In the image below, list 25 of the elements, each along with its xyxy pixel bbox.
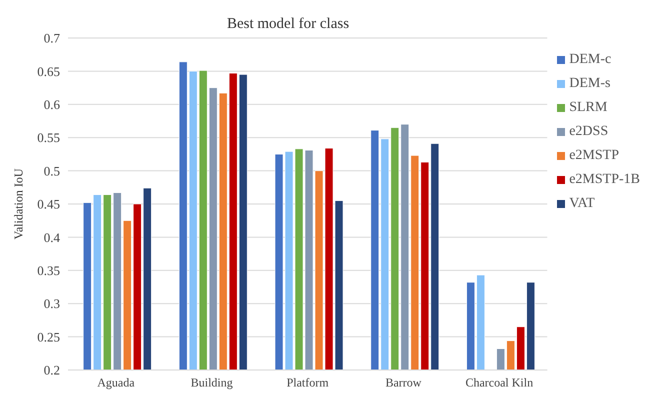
y-tick-label: 0.65 [37, 64, 60, 79]
chart-title: Best model for class [226, 16, 350, 32]
y-tick-label: 0.2 [44, 362, 60, 378]
y-tick-label: 0.6 [44, 97, 60, 112]
legend-label: e2MSTP-1B [569, 172, 640, 187]
y-tick-label: 0.35 [37, 263, 60, 278]
legend-label: e2DSS [569, 124, 608, 139]
x-tick-label: Barrow [385, 376, 422, 390]
y-tick-label: 0.55 [37, 130, 60, 146]
legend-label: SLRM [569, 100, 608, 115]
legend-label: DEM-s [569, 76, 610, 91]
y-tick-label: 0.3 [44, 296, 60, 312]
y-tick-label: 0.45 [37, 196, 60, 212]
x-tick-label: Aguada [97, 376, 136, 390]
x-tick-label: Building [190, 376, 233, 390]
y-tick-label: 0.4 [44, 230, 60, 245]
x-tick-label: Platform [286, 376, 330, 390]
legend-label: DEM-c [569, 52, 612, 67]
x-tick-label: Charcoal Kiln [465, 376, 534, 390]
legend-label: VAT [569, 196, 595, 211]
y-tick-label: 0.25 [37, 329, 60, 344]
y-tick-label: 0.5 [44, 163, 60, 178]
y-axis-title: Validation IoU [11, 168, 26, 240]
legend-label: e2MSTP [569, 148, 619, 163]
y-tick-label: 0.7 [44, 30, 60, 46]
